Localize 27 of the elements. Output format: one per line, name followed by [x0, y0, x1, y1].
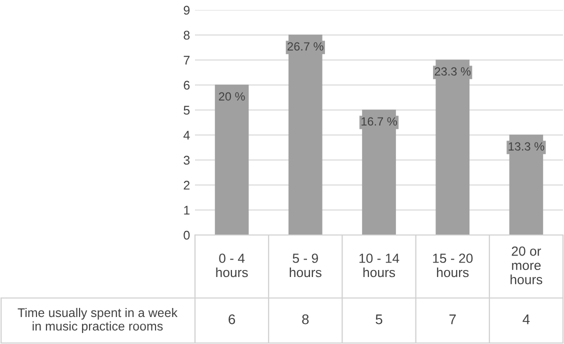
x-tick-label: 0 - 4 hours	[216, 254, 248, 278]
y-tick-label: 4	[183, 130, 190, 140]
data-label: 5	[376, 314, 382, 324]
annotation: 26.7 %	[288, 42, 324, 51]
y-tick-label: 6	[184, 80, 190, 90]
y-tick-label: 0	[184, 230, 190, 240]
bar	[214, 84, 249, 235]
x-tick-label: 10 - 14 hours	[359, 254, 400, 278]
y-tick-label: 1	[184, 206, 190, 215]
annotation: 20 %	[218, 92, 245, 101]
data-label: 7	[449, 314, 456, 324]
y-tick-label: 7	[184, 56, 190, 65]
y-tick-label: 3	[184, 156, 190, 165]
x-tick-label: 15 - 20 hours	[433, 254, 473, 278]
data-label: 6	[228, 314, 236, 324]
annotation: 13.3 %	[508, 142, 544, 151]
y-tick-label: 9	[184, 6, 190, 15]
x-tick-label: 20 or more hours	[510, 246, 542, 284]
y-tick-label: 2	[184, 180, 190, 190]
data-label: 8	[302, 314, 309, 324]
y-tick-label: 8	[184, 30, 190, 40]
data-label: 4	[522, 314, 530, 324]
x-tick-label: 5 - 9 hours	[290, 254, 322, 278]
annotation: 16.7 %	[362, 117, 397, 126]
annotation: 23.3 %	[434, 67, 471, 76]
text: Time usually spent in a week in music practice rooms	[18, 308, 178, 334]
y-tick-label: 5	[184, 106, 190, 115]
